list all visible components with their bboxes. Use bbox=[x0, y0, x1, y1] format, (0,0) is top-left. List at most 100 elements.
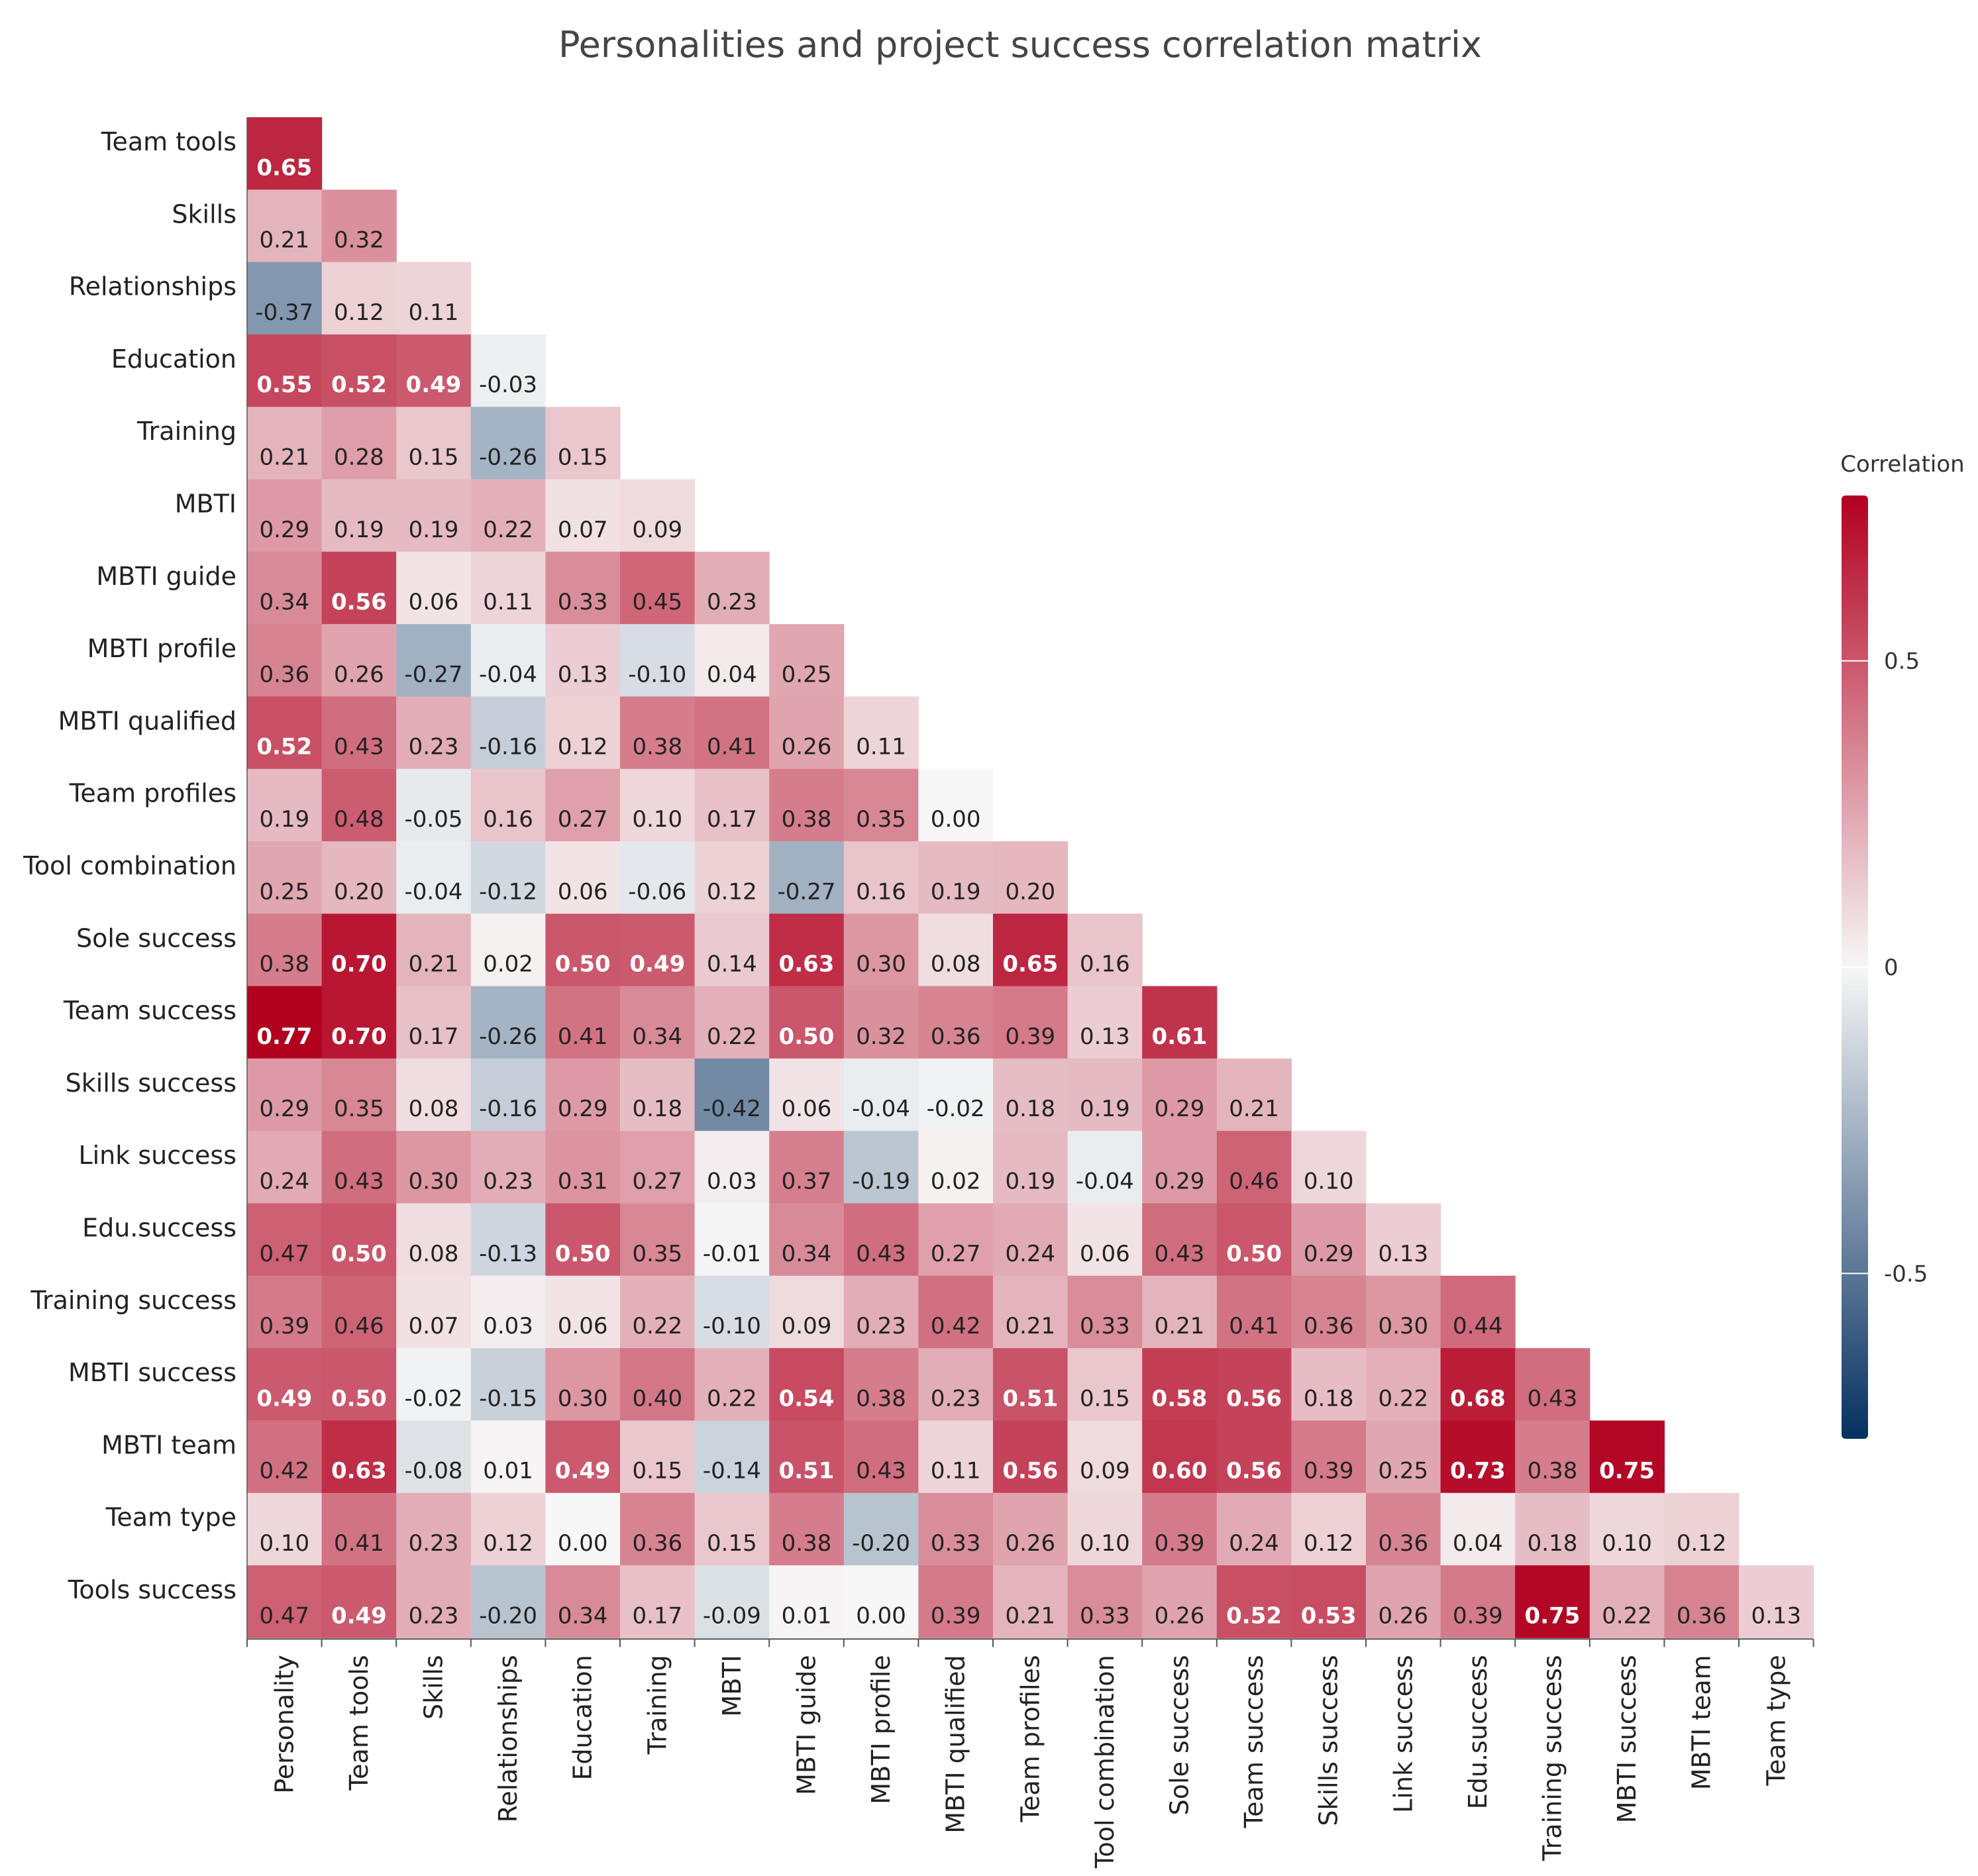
row-label: Team type bbox=[105, 1503, 236, 1532]
heatmap-cell bbox=[545, 1275, 621, 1349]
column-labels: Personality Team tools Skills Relationships… bbox=[270, 1655, 1791, 1869]
heatmap-cell bbox=[620, 696, 696, 770]
heatmap-cell bbox=[321, 1275, 397, 1349]
legend-tick-label: 0.5 bbox=[1884, 649, 1920, 675]
heatmap-cell bbox=[769, 1275, 845, 1349]
heatmap-cell bbox=[620, 1348, 696, 1421]
heatmap-cell bbox=[321, 407, 397, 480]
heatmap-cell bbox=[1067, 1058, 1143, 1131]
heatmap-cell bbox=[620, 986, 696, 1059]
cell-value-label: -0.04 bbox=[405, 878, 463, 905]
heatmap-cell bbox=[620, 768, 696, 842]
heatmap-cell bbox=[694, 768, 770, 842]
cell-value-label: 0.15 bbox=[558, 444, 608, 471]
cell-value-label: 0.47 bbox=[259, 1241, 309, 1267]
cell-value-label: 0.27 bbox=[632, 1169, 682, 1195]
heatmap-cell bbox=[1440, 1492, 1516, 1566]
cell-value-label: 0.10 bbox=[632, 806, 682, 833]
cell-value-label: 0.10 bbox=[1602, 1530, 1652, 1557]
cell-value-label: 0.68 bbox=[1450, 1385, 1506, 1412]
cell-value-label: 0.09 bbox=[782, 1313, 832, 1339]
column-label: Team profiles bbox=[1015, 1655, 1045, 1822]
cell-value-label: 0.33 bbox=[558, 589, 608, 615]
cell-value-label: -0.42 bbox=[703, 1096, 761, 1122]
cell-value-label: -0.02 bbox=[927, 1096, 985, 1122]
heatmap-cell bbox=[918, 1348, 994, 1421]
cell-value-label: 0.20 bbox=[334, 878, 384, 905]
row-label: MBTI qualified bbox=[58, 706, 236, 735]
cell-value-label: -0.04 bbox=[479, 661, 537, 688]
heatmap-cell bbox=[843, 1565, 919, 1638]
cell-value-label: 0.23 bbox=[483, 1169, 533, 1195]
heatmap-cell bbox=[694, 1203, 770, 1277]
cell-value-label: 0.12 bbox=[483, 1530, 533, 1557]
cell-value-label: 0.30 bbox=[409, 1169, 459, 1195]
heatmap-cell bbox=[694, 624, 770, 697]
heatmap-cell bbox=[396, 696, 472, 770]
cell-value-label: 0.51 bbox=[779, 1458, 835, 1485]
heatmap-cell bbox=[769, 986, 845, 1059]
heatmap-cell bbox=[1739, 1565, 1814, 1638]
heatmap-cell bbox=[321, 841, 397, 914]
heatmap-cell bbox=[694, 1492, 770, 1566]
heatmap-cell bbox=[620, 624, 696, 697]
cell-value-label: 0.45 bbox=[632, 589, 682, 615]
heatmap-cell bbox=[1515, 1492, 1590, 1566]
cell-value-label: 0.06 bbox=[1080, 1241, 1130, 1267]
cell-value-label: -0.08 bbox=[405, 1458, 463, 1485]
heatmap-cell bbox=[620, 1275, 696, 1349]
cell-value-label: 0.10 bbox=[1080, 1530, 1130, 1557]
cell-value-label: 0.41 bbox=[707, 734, 757, 760]
heatmap-cell bbox=[620, 841, 696, 914]
heatmap-cell bbox=[1216, 1348, 1292, 1421]
row-label: Skills success bbox=[66, 1068, 236, 1098]
cell-value-label: 0.56 bbox=[1002, 1458, 1058, 1485]
heatmap-cell bbox=[247, 1058, 323, 1131]
heatmap-cell bbox=[843, 913, 919, 987]
heatmap-cell bbox=[1216, 1492, 1292, 1566]
legend-tick-label: -0.5 bbox=[1884, 1261, 1928, 1287]
heatmap-cell bbox=[694, 696, 770, 770]
cell-value-label: 0.29 bbox=[1155, 1169, 1205, 1195]
cell-value-label: 0.39 bbox=[1304, 1458, 1354, 1485]
heatmap-cell bbox=[1291, 1492, 1367, 1566]
cell-value-label: 0.29 bbox=[259, 1096, 309, 1122]
cell-value-label: 0.06 bbox=[409, 589, 459, 615]
cell-value-label: 0.22 bbox=[1378, 1385, 1428, 1412]
heatmap-cell bbox=[396, 334, 472, 407]
heatmap-cell bbox=[769, 1058, 845, 1131]
heatmap-cell bbox=[620, 1565, 696, 1638]
cell-value-label: -0.27 bbox=[778, 878, 836, 905]
heatmap-cell bbox=[470, 551, 546, 625]
cell-value-label: 0.12 bbox=[1304, 1530, 1354, 1557]
heatmap-cell bbox=[1366, 1565, 1441, 1638]
heatmap-cell bbox=[918, 1492, 994, 1566]
heatmap-cell bbox=[545, 1492, 621, 1566]
heatmap-cell bbox=[247, 117, 323, 190]
cell-value-label: 0.21 bbox=[1005, 1313, 1055, 1339]
heatmap-cell bbox=[247, 551, 323, 625]
heatmap-cell bbox=[247, 624, 323, 697]
cell-value-label: 0.26 bbox=[334, 661, 384, 688]
cell-value-label: 0.07 bbox=[558, 517, 608, 543]
cell-value-label: 0.39 bbox=[259, 1313, 309, 1339]
cell-value-label: 0.18 bbox=[632, 1096, 682, 1122]
cell-value-label: 0.42 bbox=[259, 1458, 309, 1485]
heatmap-cell bbox=[396, 986, 472, 1059]
heatmap-cell bbox=[843, 1058, 919, 1131]
cell-value-label: 0.23 bbox=[856, 1313, 906, 1339]
heatmap-cell bbox=[321, 624, 397, 697]
heatmap-cell bbox=[545, 1565, 621, 1638]
cell-value-label: 0.11 bbox=[931, 1458, 981, 1485]
heatmap-cell bbox=[769, 1131, 845, 1204]
chart-title: Personalities and project success correl… bbox=[558, 24, 1482, 66]
heatmap-cell bbox=[918, 1565, 994, 1638]
heatmap-cell bbox=[1291, 1348, 1367, 1421]
cell-value-label: 0.41 bbox=[558, 1023, 608, 1050]
column-label: Skills success bbox=[1314, 1655, 1343, 1826]
heatmap-cell bbox=[843, 696, 919, 770]
cell-value-label: 0.24 bbox=[1229, 1530, 1279, 1557]
heatmap-cell bbox=[993, 913, 1068, 987]
cell-value-label: 0.43 bbox=[334, 734, 384, 760]
cell-value-label: 0.63 bbox=[779, 951, 835, 978]
